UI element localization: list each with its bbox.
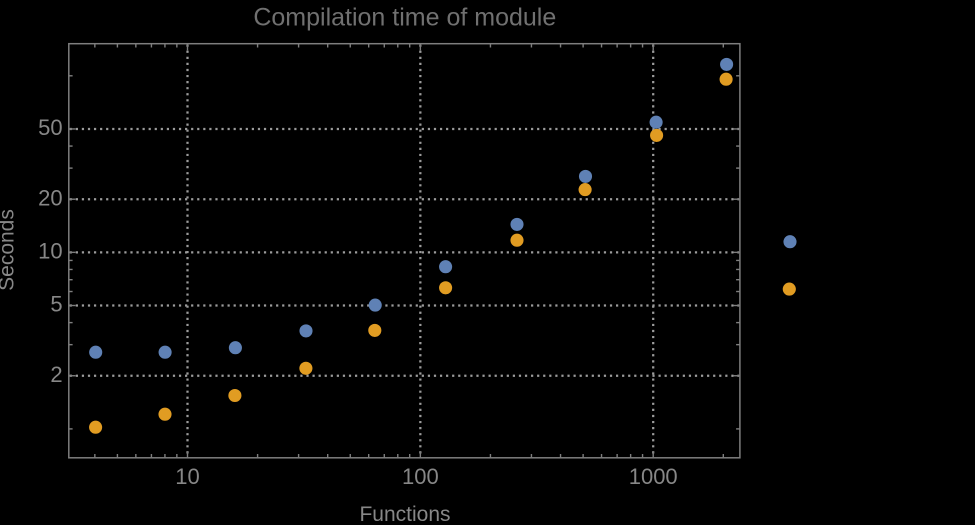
svg-text:Seconds: Seconds (0, 209, 19, 291)
svg-text:10: 10 (38, 239, 62, 264)
svg-text:2: 2 (50, 362, 62, 387)
svg-text:20: 20 (38, 185, 62, 210)
svg-text:50: 50 (38, 115, 62, 140)
svg-text:5: 5 (50, 292, 62, 317)
svg-text:Compilation time of module: Compilation time of module (253, 4, 556, 32)
svg-text:1000: 1000 (629, 464, 678, 489)
svg-text:100: 100 (402, 464, 439, 489)
svg-text:10: 10 (175, 464, 199, 489)
svg-text:Functions: Functions (359, 503, 450, 525)
